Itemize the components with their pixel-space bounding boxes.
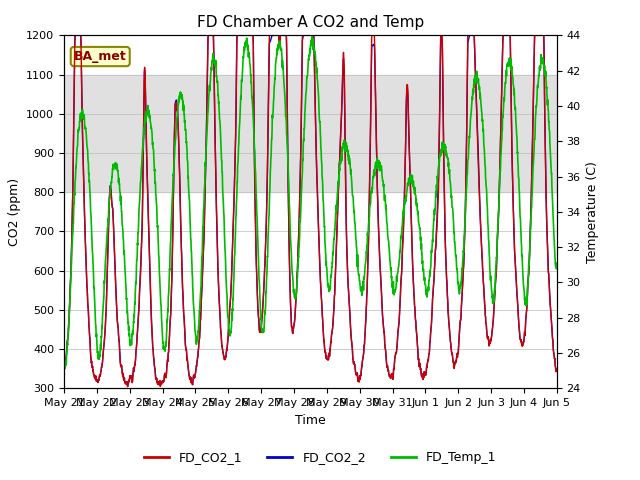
X-axis label: Time: Time — [295, 414, 326, 427]
Y-axis label: Temperature (C): Temperature (C) — [586, 161, 599, 263]
Legend: FD_CO2_1, FD_CO2_2, FD_Temp_1: FD_CO2_1, FD_CO2_2, FD_Temp_1 — [139, 446, 501, 469]
Bar — [64, 74, 557, 192]
Title: FD Chamber A CO2 and Temp: FD Chamber A CO2 and Temp — [196, 15, 424, 30]
Y-axis label: CO2 (ppm): CO2 (ppm) — [8, 178, 20, 246]
Text: BA_met: BA_met — [74, 50, 127, 63]
